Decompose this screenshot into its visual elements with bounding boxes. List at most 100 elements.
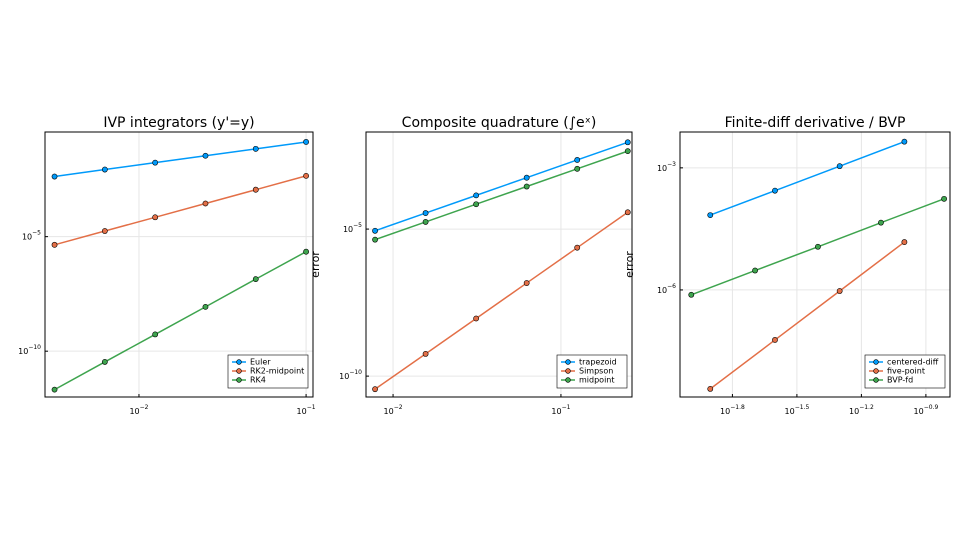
data-point	[252, 145, 259, 152]
series-line	[54, 251, 307, 391]
data-point	[752, 267, 758, 274]
tick-label: 10−3	[657, 160, 676, 172]
legend-marker	[236, 368, 242, 374]
data-point	[51, 173, 58, 180]
series-line	[54, 141, 307, 178]
legend-label: BVP-fd	[887, 376, 913, 385]
legend-label: five-point	[887, 367, 925, 376]
data-point	[422, 210, 429, 216]
data-point	[772, 337, 778, 343]
data-point	[101, 166, 108, 173]
legend-marker	[565, 368, 571, 374]
tick-exponent: −1.8	[730, 404, 745, 411]
tick-base: 10	[914, 407, 924, 416]
data-point	[202, 200, 209, 207]
series-line	[709, 140, 905, 216]
tick-label: 10−10	[18, 344, 41, 356]
tick-exponent: −10	[349, 369, 362, 376]
tick-exponent: −2	[140, 404, 149, 411]
data-point	[624, 139, 631, 146]
data-point	[473, 192, 480, 199]
tick-label: 10−1.2	[849, 404, 874, 416]
tick-base: 10	[339, 372, 349, 381]
legend-marker	[236, 359, 242, 365]
data-point	[372, 386, 378, 393]
data-point	[422, 219, 429, 225]
tick-exponent: −1	[562, 404, 571, 411]
data-point	[523, 183, 530, 190]
tick-label: 10−1.5	[785, 404, 810, 416]
data-point	[624, 148, 631, 155]
legend-marker	[873, 377, 879, 383]
tick-exponent: −2	[394, 404, 403, 411]
data-point	[303, 248, 309, 255]
data-point	[836, 288, 843, 294]
tick-exponent: −3	[667, 160, 676, 167]
tick-base: 10	[720, 407, 730, 416]
tick-exponent: −1.5	[795, 404, 810, 411]
y-axis-label: error	[309, 251, 322, 278]
series-line	[374, 211, 629, 390]
legend-marker	[565, 377, 571, 383]
data-point	[688, 291, 695, 298]
data-point	[152, 331, 159, 338]
data-point	[574, 244, 581, 251]
data-point	[772, 187, 778, 194]
data-point	[372, 236, 378, 243]
data-point	[152, 214, 159, 221]
data-point	[473, 201, 480, 208]
legend-marker	[873, 359, 879, 365]
data-point	[422, 350, 429, 357]
plot-frame	[365, 131, 633, 398]
data-point	[202, 303, 209, 310]
data-point	[252, 276, 259, 283]
legend-box	[227, 354, 309, 389]
series-line	[374, 150, 628, 241]
tick-exponent: −1.2	[859, 404, 874, 411]
tick-label: 10−6	[657, 282, 676, 294]
tick-label: 10−0.9	[914, 404, 939, 416]
legend-label: Simpson	[579, 367, 613, 376]
legend-label: RK2-midpoint	[250, 367, 304, 376]
tick-exponent: −1	[307, 404, 316, 411]
series-line	[374, 141, 628, 232]
tick-base: 10	[18, 347, 28, 356]
tick-exponent: −0.9	[924, 404, 939, 411]
data-point	[303, 172, 309, 179]
data-point	[574, 165, 581, 172]
data-point	[901, 239, 908, 245]
tick-label: 10−5	[22, 229, 41, 241]
tick-label: 10−1.8	[720, 404, 745, 416]
tick-label: 10−1	[297, 404, 316, 416]
legend-label: RK4	[250, 376, 266, 385]
tick-label: 10−1	[551, 404, 570, 416]
data-point	[836, 163, 843, 170]
tick-base: 10	[551, 407, 561, 416]
tick-exponent: −5	[353, 222, 362, 229]
plot-frame	[44, 131, 314, 398]
data-point	[901, 138, 908, 145]
tick-base: 10	[849, 407, 859, 416]
tick-exponent: −10	[28, 344, 41, 351]
data-point	[815, 243, 821, 250]
data-point	[878, 219, 884, 226]
data-point	[51, 241, 58, 248]
data-point	[624, 209, 631, 216]
data-point	[574, 157, 581, 163]
tick-base: 10	[384, 407, 394, 416]
tick-exponent: −6	[667, 282, 676, 289]
tick-label: 10−2	[129, 404, 148, 416]
tick-label: 10−5	[343, 222, 362, 234]
legend-marker	[236, 377, 242, 383]
chart-title: Finite-diff derivative / BVP	[725, 115, 906, 131]
legend-label: midpoint	[579, 376, 615, 385]
data-point	[372, 227, 378, 234]
tick-base: 10	[657, 163, 667, 172]
data-point	[523, 280, 530, 286]
data-point	[941, 195, 947, 202]
data-point	[473, 315, 480, 322]
tick-base: 10	[785, 407, 795, 416]
data-point	[101, 359, 108, 365]
tick-base: 10	[343, 225, 353, 234]
